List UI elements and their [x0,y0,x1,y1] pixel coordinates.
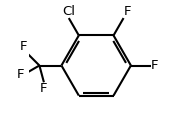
Text: Cl: Cl [62,5,75,18]
Text: F: F [17,68,24,81]
Text: F: F [40,82,48,95]
Text: F: F [124,5,131,18]
Text: F: F [20,40,27,53]
Text: F: F [151,59,158,72]
